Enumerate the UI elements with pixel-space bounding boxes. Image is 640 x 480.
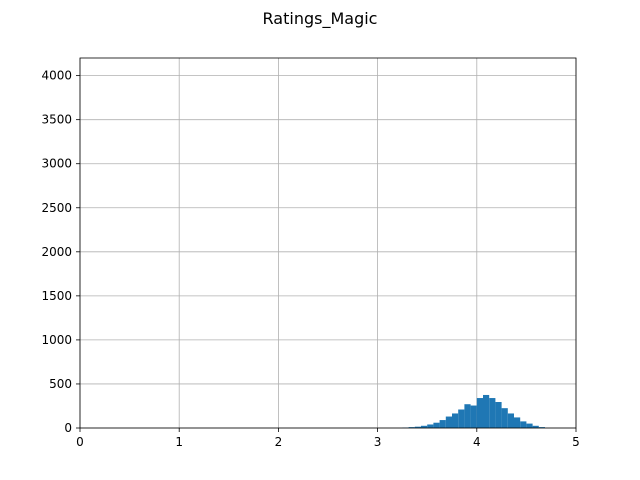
grid-lines [79,58,577,429]
histogram-bar [433,422,440,428]
y-tick-label: 4000 [41,69,72,83]
histogram-bar [439,420,446,428]
histogram-bar [514,417,521,428]
y-tick-label: 1000 [41,333,72,347]
x-tick-label: 5 [572,435,580,449]
histogram-bar [458,409,465,428]
histogram-bar [414,426,421,428]
histogram-bar [476,398,483,428]
histogram-bar [520,421,527,428]
histogram-bar [538,427,545,428]
x-tick-label: 3 [374,435,382,449]
y-tick-label: 0 [64,421,72,435]
y-tick-label: 3500 [41,113,72,127]
histogram-bar [501,408,508,428]
histogram-bar [526,423,533,428]
histogram-bar [470,405,477,428]
histogram-bar [421,425,428,428]
plot-area-frame [79,57,577,429]
histogram-bar [532,425,539,428]
y-tick-label: 1500 [41,289,72,303]
histogram-bar [445,416,452,428]
x-tick-label: 4 [473,435,481,449]
histogram-bar [507,413,514,428]
histogram-bar [483,394,490,428]
histogram-bar [427,424,434,428]
y-tick-label: 2000 [41,245,72,259]
y-tick-label: 2500 [41,201,72,215]
histogram-bar [408,427,415,428]
y-tick-label: 3000 [41,157,72,171]
x-axis-ticks: 0 1 2 3 4 5 [76,428,580,449]
histogram-bar [495,402,502,428]
histogram-bar [489,398,496,428]
y-axis-ticks: 0 500 1000 1500 2000 2500 3000 3500 4000 [41,69,80,435]
histogram-bar [452,413,459,428]
x-tick-label: 2 [275,435,283,449]
histogram-bar [464,404,471,428]
x-tick-label: 1 [175,435,183,449]
y-tick-label: 500 [49,377,72,391]
x-tick-label: 0 [76,435,84,449]
chart-title: Ratings_Magic [263,9,378,29]
histogram-bars [402,394,545,428]
